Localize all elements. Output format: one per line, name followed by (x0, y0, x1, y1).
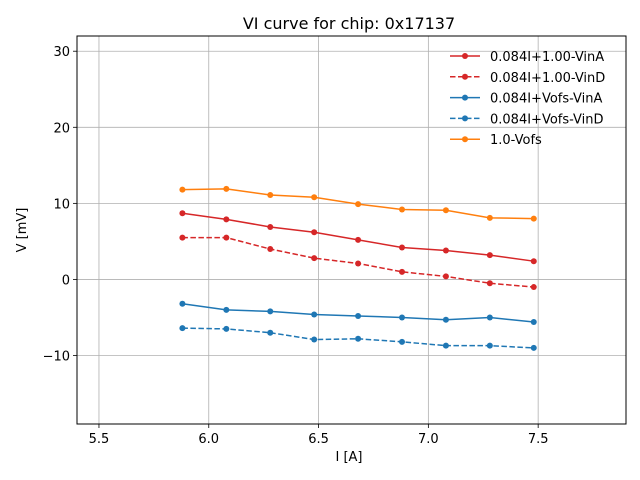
data-point (442, 247, 449, 254)
series-3 (179, 325, 537, 351)
x-tick-label: 7.5 (528, 432, 549, 447)
legend-marker (462, 53, 468, 59)
y-tick-label: 0 (62, 273, 70, 288)
legend-marker (462, 73, 468, 80)
data-point (267, 223, 274, 230)
data-point (486, 252, 493, 259)
data-point (399, 314, 406, 321)
series-2 (179, 300, 537, 326)
data-point (311, 255, 318, 262)
data-point (442, 316, 449, 323)
data-point (267, 308, 274, 315)
series-layer (179, 185, 537, 351)
data-point (179, 234, 186, 241)
y-tick-label: 10 (53, 197, 70, 212)
x-tick-label: 6.0 (198, 432, 219, 447)
plot-frame (76, 35, 627, 425)
grid (77, 36, 626, 424)
data-point (223, 216, 230, 223)
data-point (355, 335, 362, 342)
data-point (486, 342, 493, 349)
data-point (179, 186, 186, 193)
data-point (223, 185, 230, 192)
legend-label: 0.084I+Vofs-VinD (490, 112, 604, 127)
data-point (399, 338, 406, 345)
data-point (530, 258, 537, 265)
data-point (486, 280, 493, 287)
data-point (223, 325, 230, 332)
data-point (179, 300, 186, 307)
legend: 0.084I+1.00-VinA 0.084I+1.00-VinD 0.084I+V… (450, 50, 605, 148)
data-point (399, 244, 406, 251)
x-tick-label: 6.5 (308, 432, 329, 447)
legend-item: 0.084I+Vofs-VinD (450, 112, 604, 127)
data-point (355, 312, 362, 319)
data-point (486, 314, 493, 321)
data-point (530, 344, 537, 351)
data-point (486, 214, 493, 221)
series-4 (179, 185, 537, 222)
series-1 (179, 234, 537, 291)
legend-label: 0.084I+1.00-VinA (490, 50, 604, 65)
data-point (311, 194, 318, 201)
legend-marker (462, 115, 468, 122)
data-point (179, 210, 186, 217)
data-point (267, 246, 274, 253)
data-point (223, 234, 230, 241)
x-tick-label: 5.5 (89, 432, 110, 447)
data-point (399, 268, 406, 275)
data-point (355, 236, 362, 243)
data-point (179, 325, 186, 332)
data-point (530, 284, 537, 291)
data-point (355, 201, 362, 208)
series-0 (179, 210, 537, 265)
legend-label: 1.0-Vofs (490, 133, 542, 148)
legend-marker (462, 94, 468, 101)
data-point (399, 206, 406, 213)
legend-item: 1.0-Vofs (450, 133, 542, 148)
legend-item: 0.084I+1.00-VinA (450, 50, 604, 65)
data-point (267, 192, 274, 199)
legend-item: 0.084I+1.00-VinD (450, 71, 605, 86)
y-tick-label: −10 (43, 350, 70, 365)
data-point (311, 336, 318, 343)
data-point (267, 329, 274, 336)
data-point (530, 215, 537, 222)
legend-item: 0.084I+Vofs-VinA (450, 92, 603, 107)
data-point (311, 311, 318, 318)
y-tick-label: 20 (53, 121, 70, 136)
y-axis-label: V [mV] (15, 208, 30, 253)
data-point (530, 319, 537, 326)
data-point (355, 260, 362, 267)
data-point (442, 342, 449, 349)
legend-label: 0.084I+1.00-VinD (490, 71, 605, 86)
data-point (311, 229, 318, 236)
y-tick-label: 30 (53, 45, 70, 60)
ticks: 5.5 6.0 6.5 7.0 7.5 −10 0 10 20 30 (43, 45, 549, 447)
chart-title: VI curve for chip: 0x17137 (243, 14, 455, 33)
x-axis-label: I [A] (335, 450, 362, 465)
legend-marker (462, 136, 468, 143)
data-point (442, 207, 449, 214)
data-point (223, 306, 230, 313)
legend-label: 0.084I+Vofs-VinA (490, 92, 603, 107)
data-point (442, 273, 449, 280)
x-tick-label: 7.0 (418, 432, 439, 447)
